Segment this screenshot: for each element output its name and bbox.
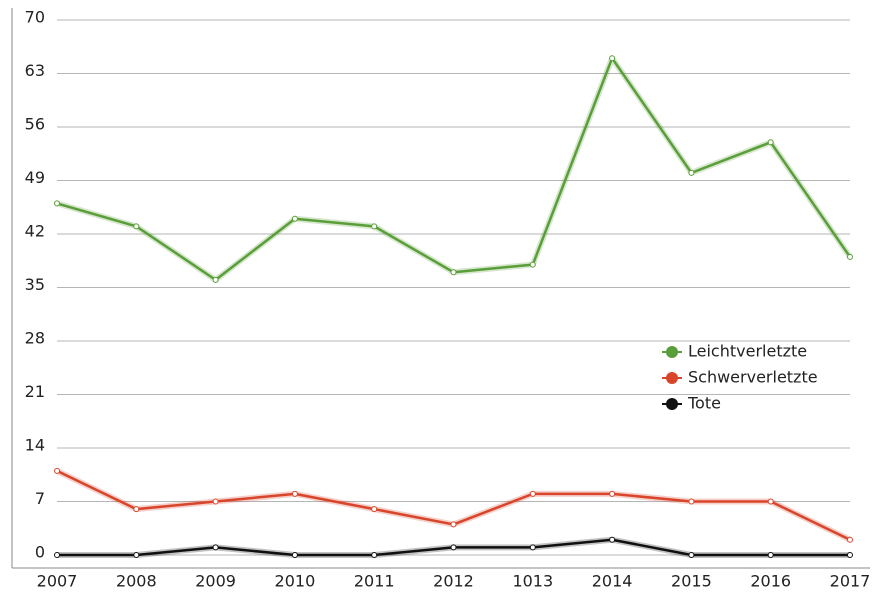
point bbox=[291, 215, 298, 222]
point bbox=[529, 261, 536, 268]
x-tick-label: 2011 bbox=[354, 572, 395, 591]
point bbox=[529, 544, 536, 551]
y-tick-label: 14 bbox=[25, 436, 45, 455]
x-tick-label: 2009 bbox=[195, 572, 236, 591]
point bbox=[529, 490, 536, 497]
point bbox=[212, 276, 219, 283]
x-tick-label: 2012 bbox=[433, 572, 474, 591]
x-tick-label: 2014 bbox=[592, 572, 633, 591]
x-tick-label: 2017 bbox=[830, 572, 871, 591]
y-tick-label: 21 bbox=[25, 382, 45, 401]
x-tick-label: 1013 bbox=[512, 572, 553, 591]
legend-label: Schwerverletzte bbox=[688, 368, 818, 387]
legend-marker bbox=[666, 346, 678, 358]
y-tick-label: 35 bbox=[25, 275, 45, 294]
point bbox=[847, 552, 853, 558]
point bbox=[767, 498, 774, 505]
point bbox=[54, 467, 60, 474]
point bbox=[54, 552, 60, 558]
legend-label: Tote bbox=[687, 394, 721, 413]
point bbox=[767, 552, 774, 558]
x-tick-label: 2015 bbox=[671, 572, 712, 591]
legend-marker bbox=[666, 372, 678, 384]
series-line bbox=[56, 469, 851, 541]
point bbox=[450, 269, 457, 276]
x-tick-label: 2010 bbox=[275, 572, 316, 591]
legend-marker bbox=[666, 398, 678, 410]
point bbox=[609, 55, 616, 62]
y-tick-label: 70 bbox=[25, 8, 45, 27]
point bbox=[212, 498, 219, 505]
point bbox=[688, 552, 695, 558]
y-tick-label: 63 bbox=[25, 61, 45, 80]
x-tick-label: 2008 bbox=[116, 572, 157, 591]
point bbox=[371, 223, 378, 230]
y-tick-label: 42 bbox=[25, 222, 45, 241]
point bbox=[291, 552, 298, 558]
point bbox=[54, 200, 60, 207]
series-line bbox=[56, 56, 852, 282]
y-tick-label: 56 bbox=[25, 115, 45, 134]
point bbox=[291, 490, 298, 497]
point bbox=[688, 169, 695, 176]
y-tick-label: 49 bbox=[25, 168, 45, 187]
point bbox=[847, 536, 853, 543]
point bbox=[609, 490, 616, 497]
point bbox=[450, 521, 457, 528]
point bbox=[767, 139, 774, 146]
point bbox=[371, 506, 378, 513]
point bbox=[133, 506, 140, 513]
point bbox=[847, 253, 853, 260]
legend-label: Leichtverletzte bbox=[688, 342, 807, 361]
x-tick-label: 2007 bbox=[37, 572, 78, 591]
point bbox=[371, 552, 378, 558]
point bbox=[450, 544, 457, 551]
series-glow bbox=[56, 55, 853, 283]
point bbox=[212, 544, 219, 551]
point bbox=[688, 498, 695, 505]
point bbox=[133, 552, 140, 558]
point bbox=[609, 536, 616, 543]
point bbox=[133, 223, 140, 230]
y-tick-label: 0 bbox=[35, 543, 45, 562]
y-tick-label: 28 bbox=[25, 329, 45, 348]
x-tick-label: 2016 bbox=[750, 572, 791, 591]
y-tick-label: 7 bbox=[35, 489, 45, 508]
